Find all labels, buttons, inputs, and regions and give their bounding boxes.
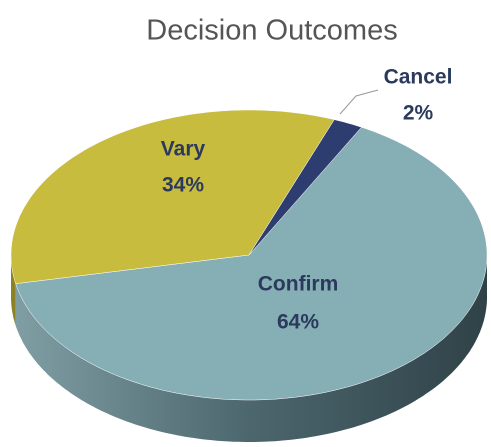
slice <box>248 119 362 256</box>
slice-label: Vary <box>161 138 206 161</box>
chart-title: Decision Outcomes <box>146 15 397 47</box>
value-label: 64% <box>277 311 319 334</box>
slice <box>10 109 335 284</box>
slice-label: Cancel <box>384 66 453 89</box>
leader-line <box>339 89 379 115</box>
slice <box>15 126 488 401</box>
value-label: 34% <box>162 174 204 197</box>
slice-side <box>11 255 16 326</box>
slice-side <box>15 255 487 442</box>
value-label: 2% <box>403 102 434 125</box>
slice-label: Confirm <box>258 273 339 296</box>
